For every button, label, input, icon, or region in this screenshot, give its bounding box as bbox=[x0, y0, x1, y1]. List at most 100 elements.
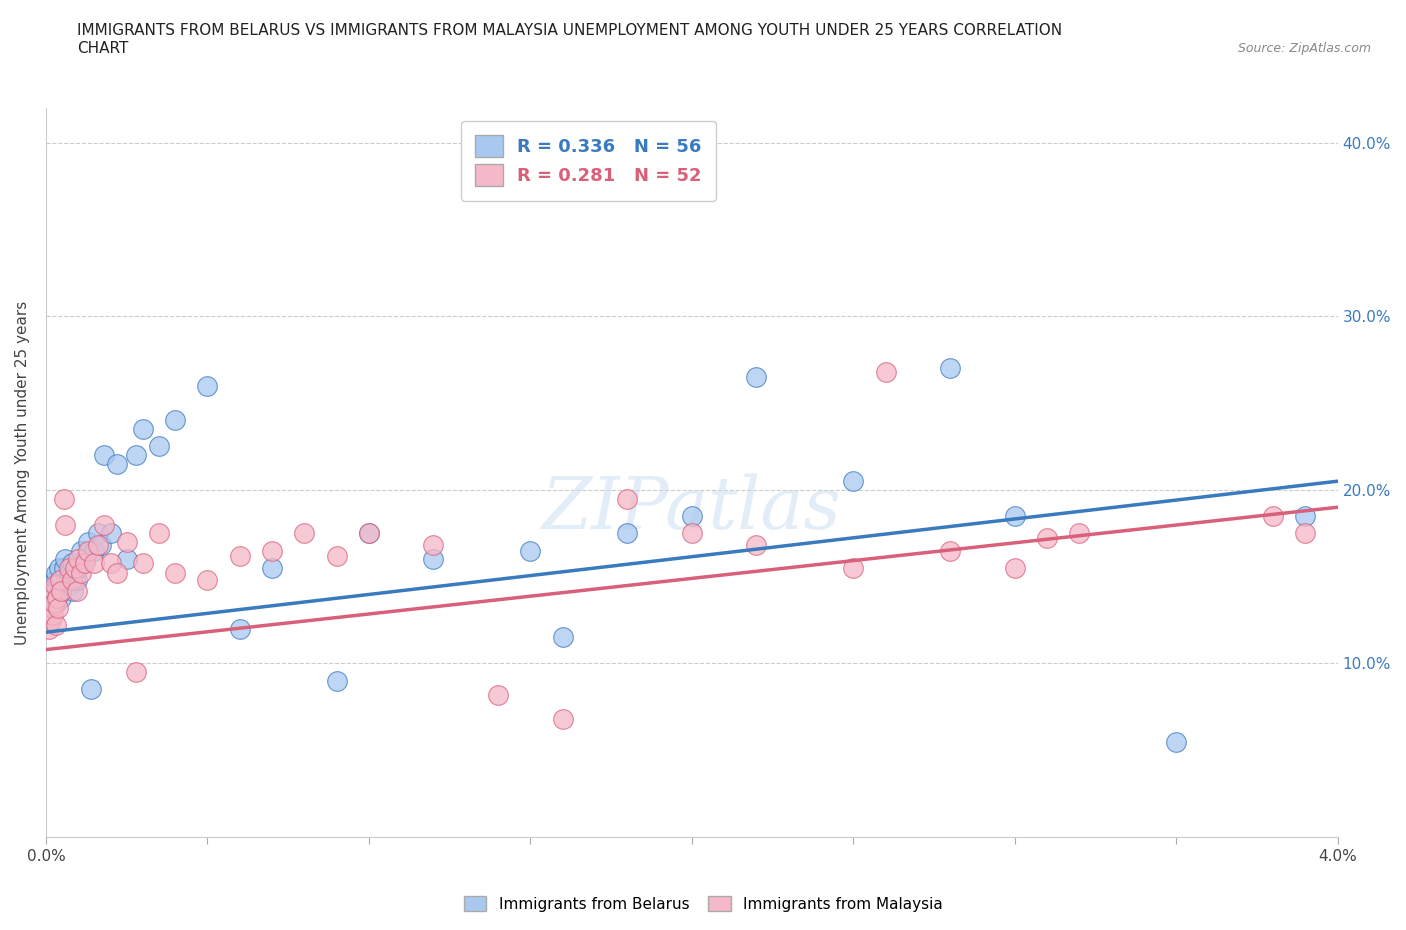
Text: Source: ZipAtlas.com: Source: ZipAtlas.com bbox=[1237, 42, 1371, 55]
Point bbox=[1294, 525, 1316, 540]
Point bbox=[52, 491, 75, 506]
Point bbox=[100, 555, 122, 570]
Point bbox=[41, 578, 63, 592]
Point bbox=[39, 604, 62, 618]
Point bbox=[93, 517, 115, 532]
Point bbox=[67, 561, 90, 576]
Point bbox=[45, 595, 67, 610]
Point bbox=[46, 601, 69, 616]
Point bbox=[39, 613, 62, 628]
Point bbox=[86, 525, 108, 540]
Point bbox=[745, 369, 768, 384]
Point bbox=[519, 543, 541, 558]
Point bbox=[1069, 525, 1091, 540]
Point bbox=[486, 687, 509, 702]
Point bbox=[842, 473, 865, 488]
Point bbox=[77, 543, 100, 558]
Point bbox=[939, 543, 962, 558]
Point bbox=[616, 491, 638, 506]
Point bbox=[58, 561, 80, 576]
Point bbox=[842, 561, 865, 576]
Point bbox=[44, 578, 66, 592]
Point bbox=[292, 525, 315, 540]
Point bbox=[59, 578, 82, 592]
Point bbox=[100, 525, 122, 540]
Point bbox=[48, 573, 70, 588]
Point bbox=[60, 573, 83, 588]
Point bbox=[46, 587, 69, 602]
Point bbox=[41, 587, 63, 602]
Point bbox=[73, 555, 96, 570]
Point bbox=[41, 601, 63, 616]
Point bbox=[1166, 734, 1188, 749]
Point bbox=[875, 365, 897, 379]
Point bbox=[422, 538, 444, 552]
Point bbox=[60, 555, 83, 570]
Point bbox=[357, 525, 380, 540]
Point bbox=[132, 421, 155, 436]
Point bbox=[260, 561, 283, 576]
Point bbox=[357, 525, 380, 540]
Point bbox=[66, 583, 89, 598]
Point bbox=[422, 551, 444, 566]
Point bbox=[38, 621, 60, 636]
Point bbox=[70, 543, 93, 558]
Point bbox=[38, 595, 60, 610]
Point bbox=[45, 590, 67, 604]
Point bbox=[228, 549, 250, 564]
Point bbox=[42, 595, 65, 610]
Point bbox=[681, 509, 703, 524]
Text: IMMIGRANTS FROM BELARUS VS IMMIGRANTS FROM MALAYSIA UNEMPLOYMENT AMONG YOUTH UND: IMMIGRANTS FROM BELARUS VS IMMIGRANTS FR… bbox=[77, 23, 1063, 56]
Legend: Immigrants from Belarus, Immigrants from Malaysia: Immigrants from Belarus, Immigrants from… bbox=[457, 889, 949, 918]
Point bbox=[83, 543, 105, 558]
Point bbox=[260, 543, 283, 558]
Point bbox=[83, 555, 105, 570]
Point bbox=[62, 583, 84, 598]
Point bbox=[1004, 509, 1026, 524]
Point bbox=[45, 565, 67, 580]
Legend: R = 0.336   N = 56, R = 0.281   N = 52: R = 0.336 N = 56, R = 0.281 N = 52 bbox=[461, 121, 716, 201]
Point bbox=[52, 561, 75, 576]
Point bbox=[148, 525, 170, 540]
Point bbox=[44, 573, 66, 588]
Point bbox=[125, 447, 148, 462]
Point bbox=[197, 379, 219, 393]
Point bbox=[551, 711, 574, 726]
Point bbox=[46, 578, 69, 592]
Point bbox=[1004, 561, 1026, 576]
Point bbox=[105, 565, 128, 580]
Point bbox=[58, 565, 80, 580]
Point bbox=[63, 561, 86, 576]
Point bbox=[939, 361, 962, 376]
Point bbox=[1294, 509, 1316, 524]
Point bbox=[325, 673, 347, 688]
Point bbox=[49, 573, 72, 588]
Point bbox=[325, 549, 347, 564]
Point bbox=[681, 525, 703, 540]
Point bbox=[93, 447, 115, 462]
Point bbox=[51, 583, 73, 598]
Point bbox=[745, 538, 768, 552]
Point bbox=[67, 551, 90, 566]
Point bbox=[42, 583, 65, 598]
Point bbox=[125, 665, 148, 680]
Point bbox=[551, 630, 574, 644]
Point bbox=[42, 607, 65, 622]
Point bbox=[1036, 531, 1059, 546]
Point bbox=[42, 590, 65, 604]
Point bbox=[73, 551, 96, 566]
Text: ZIPatlas: ZIPatlas bbox=[541, 473, 842, 544]
Y-axis label: Unemployment Among Youth under 25 years: Unemployment Among Youth under 25 years bbox=[15, 300, 30, 644]
Point bbox=[80, 682, 103, 697]
Point bbox=[228, 621, 250, 636]
Point bbox=[1261, 509, 1284, 524]
Point bbox=[56, 573, 79, 588]
Point bbox=[148, 439, 170, 454]
Point bbox=[70, 565, 93, 580]
Point bbox=[86, 538, 108, 552]
Point bbox=[51, 583, 73, 598]
Point bbox=[53, 517, 76, 532]
Point bbox=[90, 538, 112, 552]
Point bbox=[66, 573, 89, 588]
Point bbox=[77, 535, 100, 550]
